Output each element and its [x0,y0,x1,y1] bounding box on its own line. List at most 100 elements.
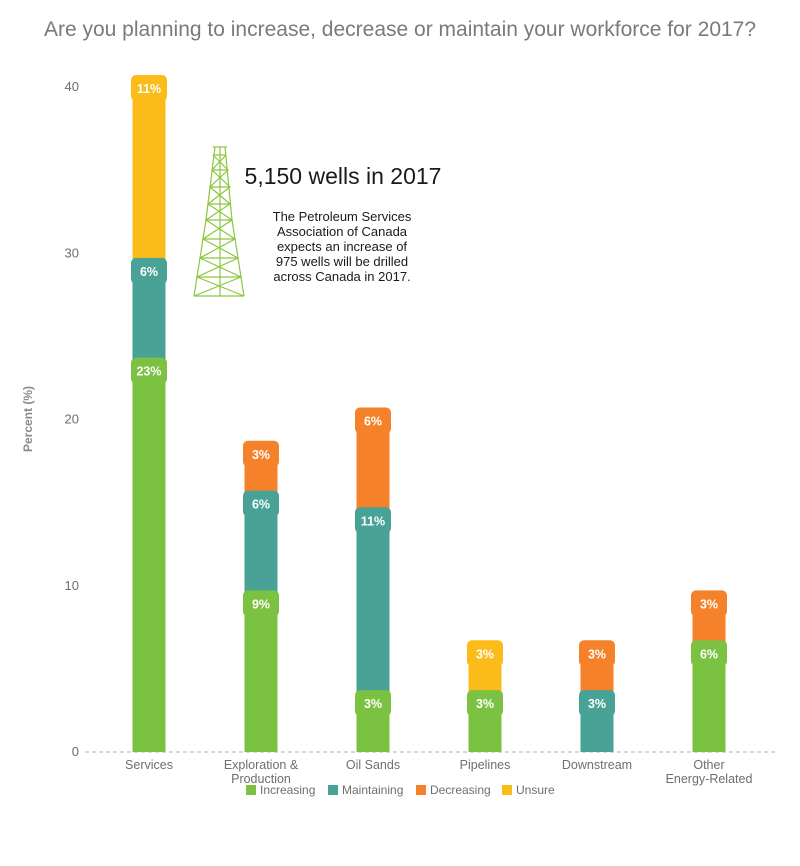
badge-label: 11% [361,514,385,528]
badge-pointer [703,665,715,674]
badge-pointer [591,665,603,674]
badge-label: 11% [137,82,161,96]
badge-box [691,640,727,667]
badge-label: 6% [140,265,158,279]
category-label: Production [231,772,291,786]
legend-swatch [416,785,426,795]
badge-pointer [479,715,491,724]
badge-box [691,590,727,617]
badge-pointer [143,382,155,391]
bar-segment-increasing [244,602,278,752]
category-label: Energy-Related [666,772,753,786]
badge-label: 6% [700,647,718,661]
value-badge: 6% [355,407,391,441]
badge-box [131,75,167,101]
legend-item-decreasing: Decreasing [416,783,491,797]
value-badge: 3% [467,640,503,674]
category-label: Exploration & [224,758,299,772]
y-tick-label: 10 [65,578,79,593]
badge-pointer [367,715,379,724]
value-badge: 23% [131,357,167,391]
oil-derrick-icon [193,146,245,297]
badge-box [579,690,615,717]
legend-label: Increasing [260,783,315,797]
badge-box [355,407,391,434]
badge-pointer [255,515,267,524]
badge-pointer [591,715,603,724]
badge-label: 3% [588,647,606,661]
badge-label: 23% [136,365,161,379]
y-tick-label: 40 [65,79,79,94]
value-badge: 6% [243,490,279,524]
legend-swatch [502,785,512,795]
category-label: Downstream [562,758,632,772]
y-tick-label: 20 [65,412,79,427]
value-badge: 3% [243,440,279,474]
badge-label: 3% [588,697,606,711]
value-badge: 3% [355,690,391,724]
value-badge: 11% [131,75,167,108]
legend-swatch [328,785,338,795]
value-badge: 6% [691,640,727,674]
legend-label: Maintaining [342,783,403,797]
badge-label: 3% [252,448,270,462]
badge-box [243,490,279,517]
category-label: Services [125,758,173,772]
badge-box [355,507,391,534]
chart-title: Are you planning to increase, decrease o… [43,18,757,41]
badge-pointer [367,432,379,441]
badge-pointer [703,615,715,624]
y-tick-label: 30 [65,245,79,260]
badge-box [131,357,167,384]
badge-box [579,640,615,667]
y-tick-label: 0 [72,744,79,759]
badge-pointer [367,532,379,541]
legend: Increasing Maintaining Decreasing Unsure [246,783,555,797]
bar-segment-increasing [132,369,166,752]
category-label: Oil Sands [346,758,400,772]
badge-box [355,690,391,717]
annotation-body-line: expects an increase of [277,239,407,254]
y-axis-label: Percent (%) [21,386,35,452]
annotation-headline: 5,150 wells in 2017 [245,163,442,189]
badge-pointer [255,615,267,624]
category-label: Other [693,758,724,772]
bar-segment-maintaining [356,519,390,703]
annotation-body-line: The Petroleum Services [273,209,412,224]
annotation-body-line: Association of Canada [277,224,408,239]
badge-pointer [143,100,155,108]
annotation-body-line: 975 wells will be drilled [276,254,408,269]
badge-label: 6% [364,415,382,429]
value-badge: 3% [579,640,615,674]
value-badge: 11% [355,507,391,541]
value-badge: 6% [131,257,167,291]
badge-label: 3% [364,697,382,711]
badge-label: 3% [476,647,494,661]
value-badge: 3% [579,690,615,724]
legend-swatch [246,785,256,795]
legend-item-maintaining: Maintaining [328,783,403,797]
badge-box [467,690,503,717]
value-badge: 3% [691,590,727,624]
legend-item-unsure: Unsure [502,783,555,797]
badge-box [243,590,279,617]
annotation-body-line: across Canada in 2017. [273,269,410,284]
badge-box [131,257,167,284]
value-badge: 9% [243,590,279,624]
value-badge: 3% [467,690,503,724]
badge-pointer [479,665,491,674]
legend-item-increasing: Increasing [246,783,315,797]
category-label: Pipelines [460,758,511,772]
badge-label: 3% [700,597,718,611]
legend-label: Decreasing [430,783,491,797]
badge-label: 9% [252,597,270,611]
badge-label: 3% [476,697,494,711]
legend-label: Unsure [516,783,555,797]
badge-box [243,440,279,467]
wells-annotation: 5,150 wells in 2017 The Petroleum Servic… [193,146,442,297]
badge-box [467,640,503,667]
bar-segment-unsure [132,87,166,270]
badge-pointer [255,465,267,474]
badge-pointer [143,282,155,291]
